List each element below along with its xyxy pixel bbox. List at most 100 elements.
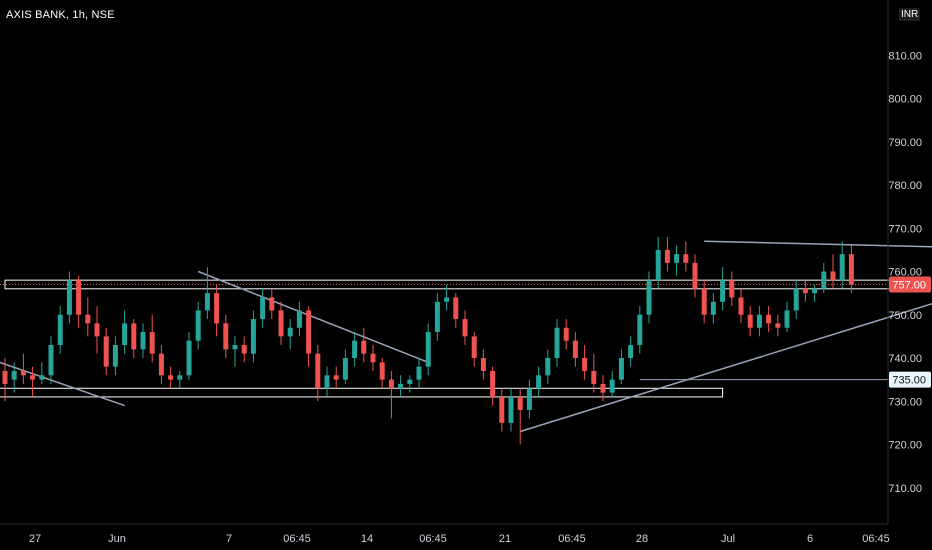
candle: [20, 353, 26, 384]
trendline[interactable]: [0, 345, 125, 407]
candle: [112, 336, 118, 376]
candle: [637, 306, 643, 354]
candle: [48, 336, 54, 384]
candle-body: [352, 340, 358, 358]
candle-body: [85, 314, 91, 324]
candle: [591, 353, 597, 393]
candle-body: [287, 327, 293, 337]
candle-body: [655, 249, 661, 281]
candle-body: [177, 375, 183, 380]
candle: [517, 388, 523, 445]
candle-body: [296, 310, 302, 328]
level-price-label[interactable]: 735.00: [889, 371, 931, 388]
candle: [11, 362, 17, 393]
candle: [131, 319, 137, 358]
candle-body: [361, 340, 367, 354]
candle-body: [260, 297, 266, 320]
time-axis[interactable]: 27 Jun 7 06:45 14 06:45 21 06:45 28 Jul 6 06:45: [29, 533, 890, 545]
trendline[interactable]: [704, 240, 932, 248]
candle-body: [628, 345, 634, 358]
x-tick-label: 28: [636, 533, 648, 545]
candle: [223, 314, 229, 358]
x-tick-label: 6: [807, 533, 813, 545]
candle: [508, 388, 514, 432]
candle-body: [683, 254, 689, 263]
candle-body: [324, 375, 330, 389]
candle: [158, 345, 164, 384]
candle: [260, 288, 266, 328]
candle-body: [812, 288, 818, 294]
support-resistance-zone[interactable]: [0, 387, 724, 398]
candle: [701, 280, 707, 324]
candle-body: [821, 271, 827, 289]
candle-body: [94, 323, 100, 337]
y-tick-label: 790.00: [888, 137, 922, 149]
candle-body: [793, 288, 799, 311]
candle: [784, 301, 790, 333]
candle: [600, 375, 606, 402]
candle: [315, 345, 321, 402]
candle: [57, 306, 63, 354]
candle-body: [747, 314, 753, 328]
candle: [480, 349, 486, 380]
candle: [370, 345, 376, 371]
candle: [287, 319, 293, 350]
y-tick-label: 740.00: [888, 353, 922, 365]
candle-body: [508, 396, 514, 423]
candle: [554, 319, 560, 367]
candle: [306, 306, 312, 367]
candle-body: [269, 297, 275, 311]
candle: [204, 267, 210, 320]
price-label-text: 735.00: [892, 375, 926, 387]
candle-body: [66, 280, 72, 315]
candle: [775, 314, 781, 337]
candle-body: [775, 323, 781, 328]
candle: [407, 375, 413, 393]
candle: [738, 288, 744, 324]
candle-body: [830, 271, 836, 281]
candle: [2, 358, 8, 402]
candle-body: [674, 254, 680, 263]
trendline[interactable]: [519, 289, 932, 433]
candle: [278, 301, 284, 346]
candle-body: [333, 375, 339, 380]
last-price-label[interactable]: 757.00: [889, 276, 931, 293]
candle-body: [848, 254, 854, 285]
candle: [76, 275, 82, 328]
currency-badge[interactable]: INR: [899, 8, 921, 21]
candle-body: [839, 254, 845, 281]
price-axis[interactable]: 810.00 800.00 790.00 780.00 770.00 760.00 750.…: [888, 50, 922, 495]
candle-body: [701, 288, 707, 315]
candle-body: [582, 358, 588, 371]
y-tick-label: 760.00: [888, 267, 922, 279]
candle-body: [526, 388, 532, 410]
candle-body: [563, 327, 569, 341]
symbol-title[interactable]: AXIS BANK, 1h, NSE: [6, 9, 115, 21]
candle: [471, 332, 477, 367]
candle-body: [609, 379, 615, 393]
candle: [747, 306, 753, 337]
candle-body: [802, 288, 808, 294]
y-tick-label: 710.00: [888, 483, 922, 495]
candle: [177, 370, 183, 389]
candle: [361, 327, 367, 363]
candle-body: [186, 340, 192, 376]
candle: [94, 306, 100, 354]
y-tick-label: 770.00: [888, 223, 922, 235]
candle-body: [278, 310, 284, 337]
candle: [572, 332, 578, 367]
candle: [140, 323, 146, 358]
candle-body: [214, 293, 220, 324]
candle: [692, 254, 698, 298]
x-tick-label: 06:45: [558, 533, 586, 545]
candle-body: [784, 310, 790, 328]
candle-body: [637, 314, 643, 346]
candle-body: [112, 345, 118, 367]
candle: [802, 280, 808, 302]
candle: [683, 241, 689, 272]
y-tick-label: 730.00: [888, 396, 922, 408]
candle-body: [195, 310, 201, 341]
trendline[interactable]: [197, 270, 429, 364]
